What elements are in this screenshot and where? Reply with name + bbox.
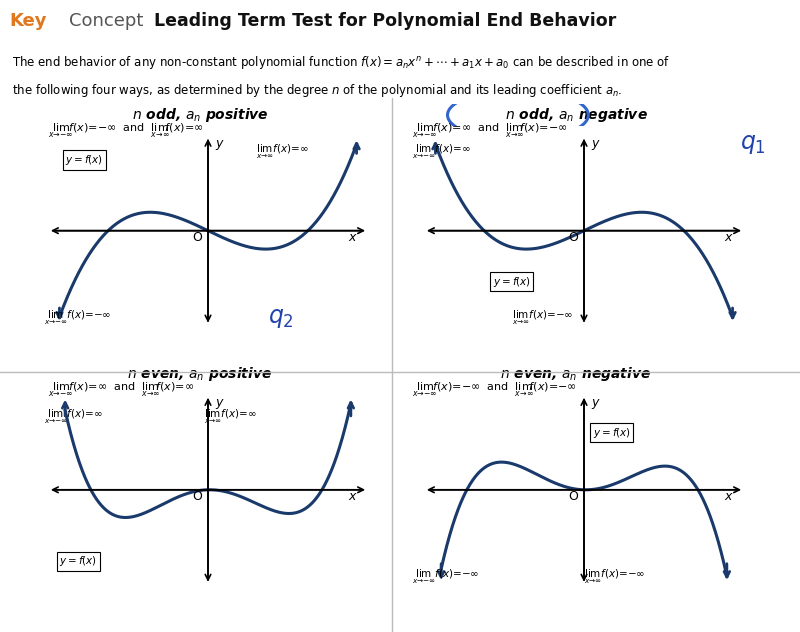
Text: $\lim_{x \to -\infty}\!\! f(x) = -\infty$  and  $\lim_{x \to \infty}\!\! f(x) = : $\lim_{x \to -\infty}\!\! f(x) = -\infty… (412, 381, 577, 399)
Text: O: O (568, 231, 578, 244)
Text: $\lim_{x \to -\infty}\!\! f(x) = -\infty$  and  $\lim_{x \to \infty}\!\! f(x) = : $\lim_{x \to -\infty}\!\! f(x) = -\infty… (48, 122, 203, 140)
Text: $y = f(x)$: $y = f(x)$ (65, 153, 103, 167)
Text: O: O (192, 231, 202, 244)
Text: $\lim_{x \to -\infty}\!\! f(x) = \infty$  and  $\lim_{x \to \infty}\!\! f(x) = \: $\lim_{x \to -\infty}\!\! f(x) = \infty$… (48, 381, 194, 399)
Text: $\lim_{x \to \infty} f(x) = -\infty$: $\lim_{x \to \infty} f(x) = -\infty$ (584, 568, 646, 586)
Text: x: x (349, 231, 356, 244)
Text: the following four ways, as determined by the degree $n$ of the polynomial and i: the following four ways, as determined b… (12, 82, 622, 99)
Text: O: O (568, 490, 578, 503)
Text: $y = f(x)$: $y = f(x)$ (593, 425, 630, 440)
Text: »: » (769, 11, 783, 30)
Text: $\lim_{x \to \infty} f(x) = \infty$: $\lim_{x \to \infty} f(x) = \infty$ (256, 143, 309, 161)
Text: x: x (725, 231, 732, 244)
Text: $y = f(x)$: $y = f(x)$ (59, 554, 98, 568)
Text: Key: Key (9, 11, 46, 30)
Text: x: x (349, 490, 356, 503)
Text: $n$ odd, $a_n$ positive: $n$ odd, $a_n$ positive (131, 106, 269, 124)
Text: Leading Term Test for Polynomial End Behavior: Leading Term Test for Polynomial End Beh… (154, 11, 617, 30)
Text: $n$ even, $a_n$ negative: $n$ even, $a_n$ negative (500, 365, 652, 383)
Text: $\lim_{x \to \infty} f(x) = \infty$: $\lim_{x \to \infty} f(x) = \infty$ (204, 408, 257, 426)
Text: $\lim_{x \to -\infty}\!\! f(x) = \infty$  and  $\lim_{x \to \infty}\!\! f(x) = -: $\lim_{x \to -\infty}\!\! f(x) = \infty$… (412, 122, 567, 140)
Text: y: y (215, 137, 222, 150)
Text: $q_1$: $q_1$ (740, 132, 766, 156)
Text: $n$ even, $a_n$ positive: $n$ even, $a_n$ positive (127, 365, 273, 383)
Text: $\lim_{x \to -\infty} f(x) = \infty$: $\lim_{x \to -\infty} f(x) = \infty$ (412, 143, 471, 161)
Text: y: y (215, 396, 222, 410)
Text: $q_2$: $q_2$ (268, 306, 294, 330)
Text: x: x (725, 490, 732, 503)
Text: $n$ odd, $a_n$ negative: $n$ odd, $a_n$ negative (505, 106, 647, 124)
Text: $\lim_{x \to \infty} f(x) = -\infty$: $\lim_{x \to \infty} f(x) = -\infty$ (512, 309, 574, 327)
Text: $\lim_{x \to -\infty} f(x) = -\infty$: $\lim_{x \to -\infty} f(x) = -\infty$ (412, 568, 479, 586)
Text: $y = f(x)$: $y = f(x)$ (493, 275, 530, 289)
Text: y: y (591, 396, 598, 410)
Text: O: O (192, 490, 202, 503)
Text: $\lim_{x \to -\infty} f(x) = -\infty$: $\lim_{x \to -\infty} f(x) = -\infty$ (44, 309, 111, 327)
Text: y: y (591, 137, 598, 150)
Text: The end behavior of any non-constant polynomial function $f(x) = a_nx^n + \cdots: The end behavior of any non-constant pol… (12, 54, 670, 71)
Text: $\lim_{x \to -\infty} f(x) = \infty$: $\lim_{x \to -\infty} f(x) = \infty$ (44, 408, 103, 426)
Text: Concept: Concept (69, 11, 143, 30)
